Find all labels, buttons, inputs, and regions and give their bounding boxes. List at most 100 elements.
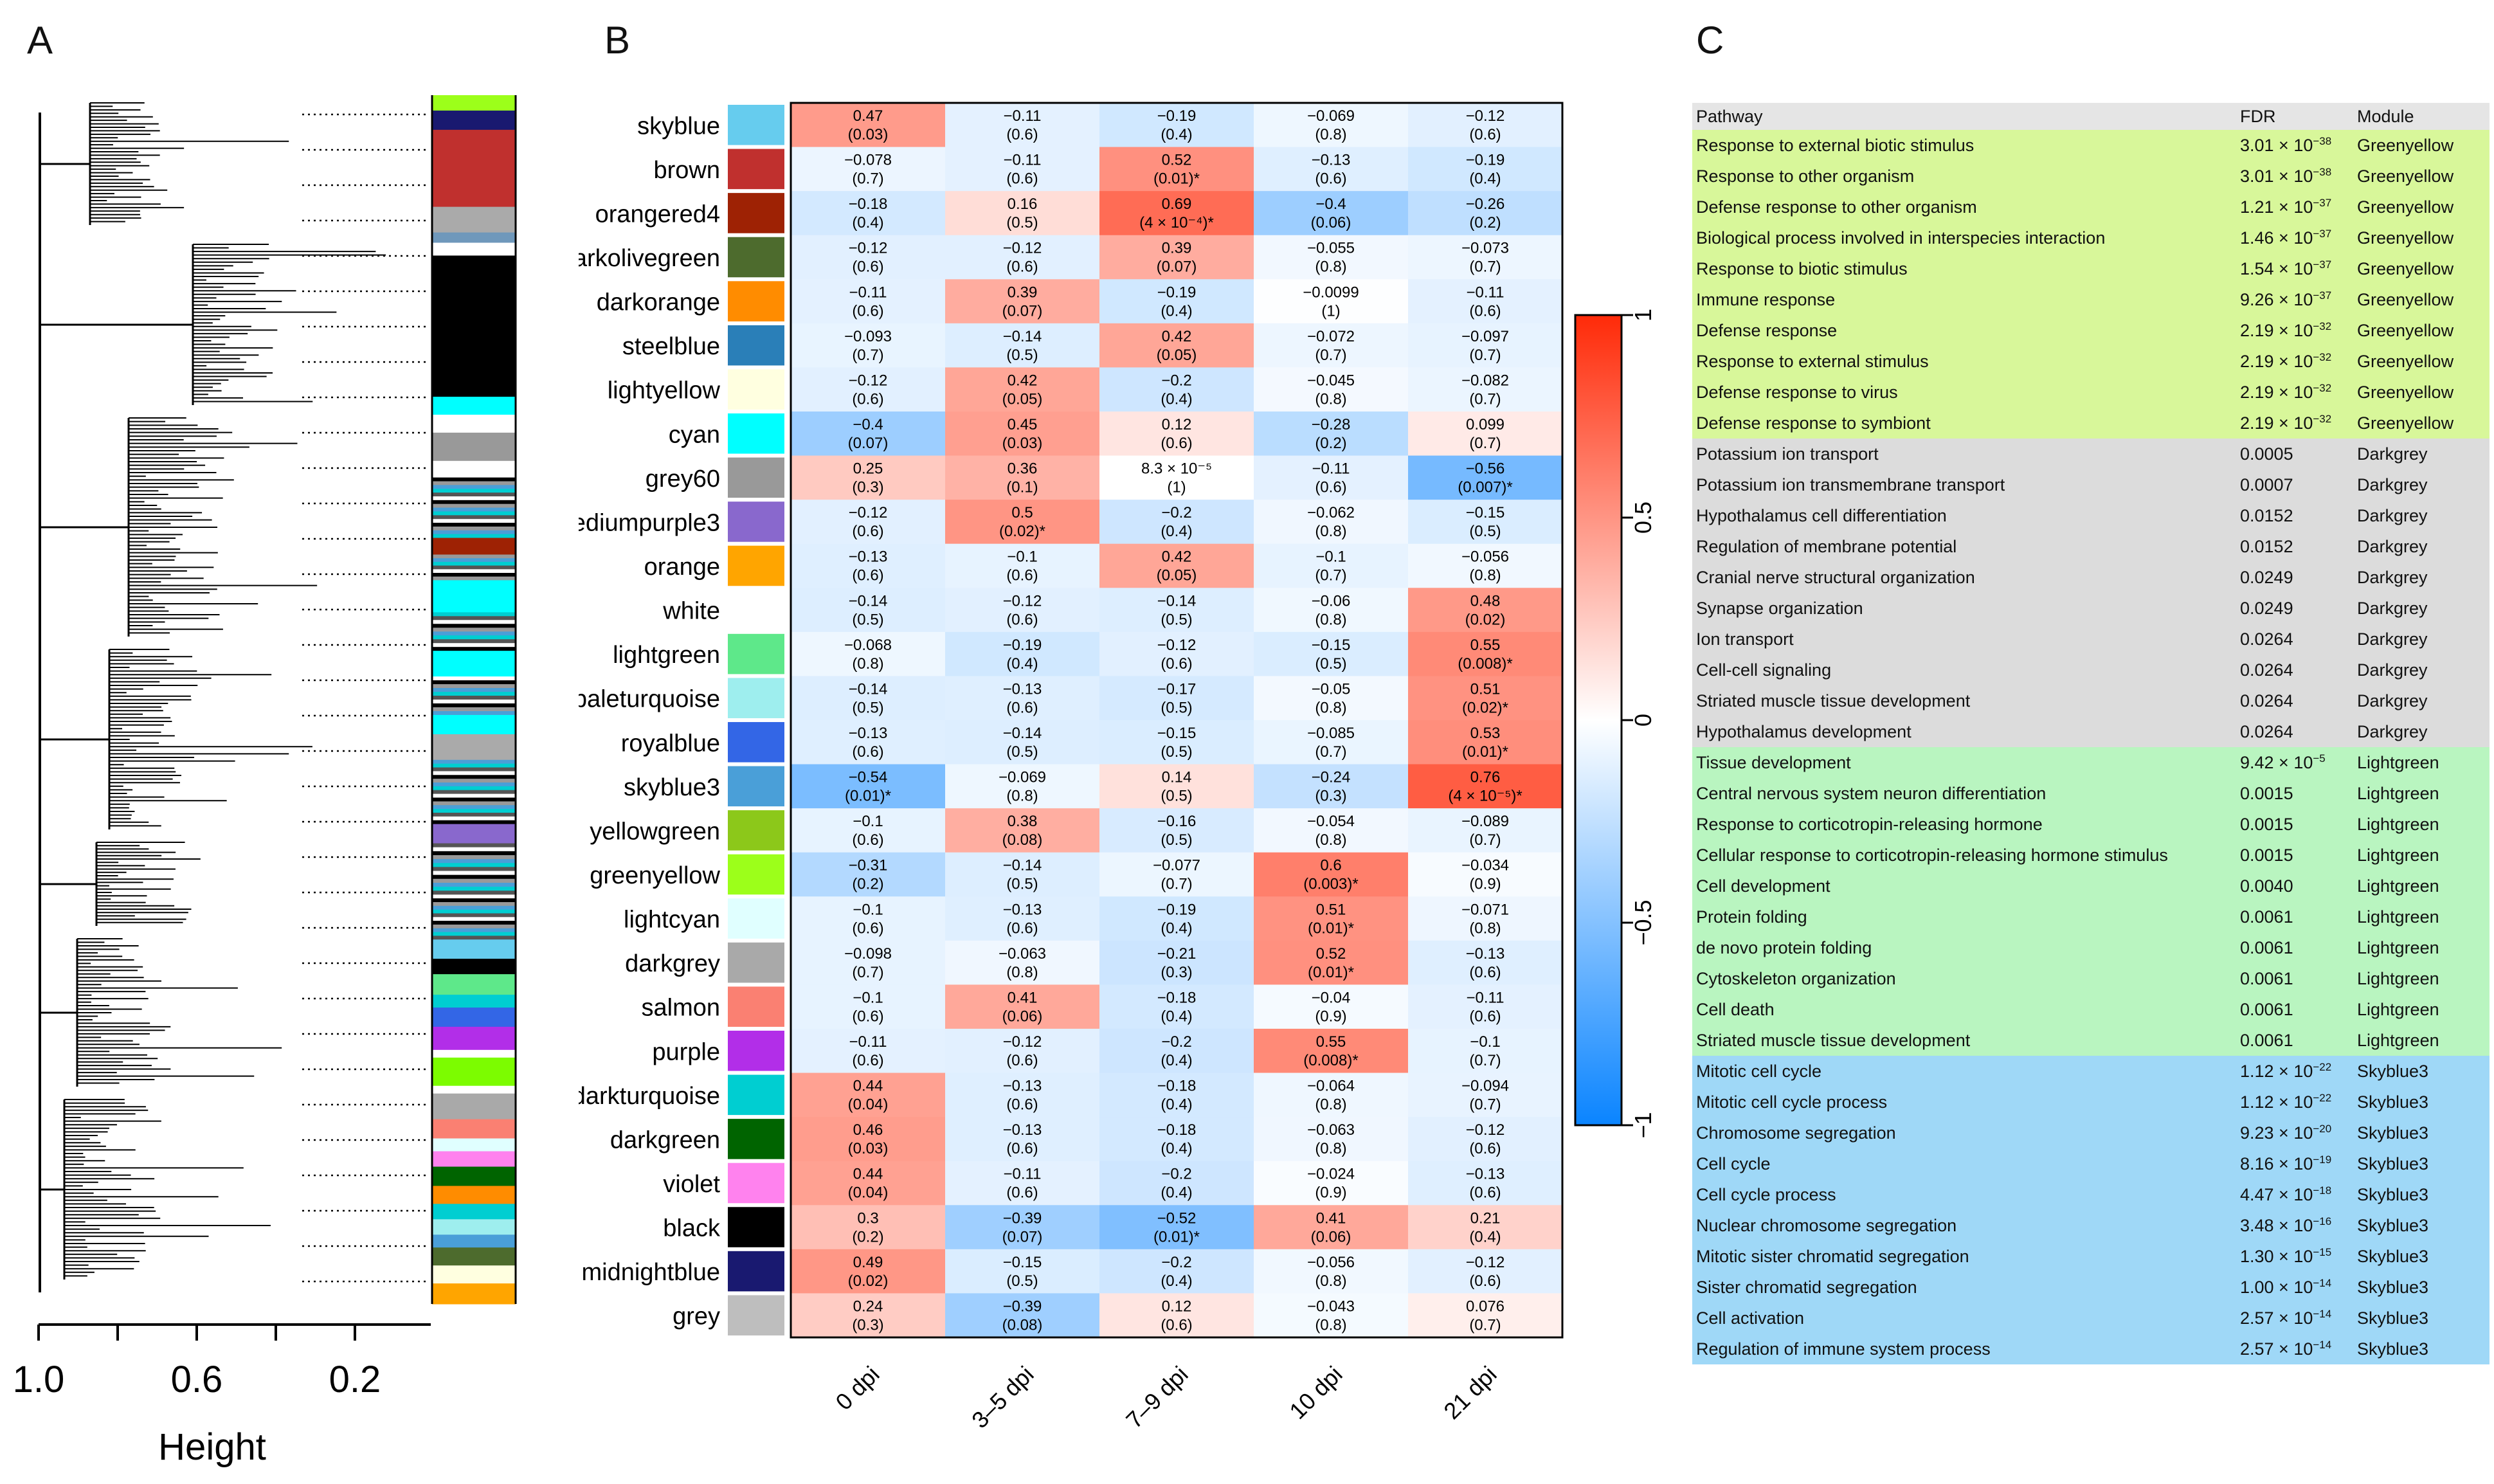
module-segment bbox=[432, 477, 516, 482]
cell-pvalue: (0.8) bbox=[1315, 523, 1346, 540]
cell-value: −0.31 bbox=[849, 857, 888, 874]
heatmap-cell bbox=[1099, 279, 1254, 324]
table-row: Protein folding 0.0061 Lightgreen bbox=[1692, 901, 2489, 932]
pathway-cell: Response to corticotropin-releasing horm… bbox=[1696, 814, 2043, 834]
cell-pvalue: (0.9) bbox=[1315, 1184, 1346, 1202]
cell-pvalue: (0.6) bbox=[852, 1052, 883, 1069]
heatmap-cell bbox=[945, 543, 1099, 588]
table-row: Central nervous system neuron differenti… bbox=[1692, 778, 2489, 809]
heatmap-cell bbox=[791, 984, 945, 1029]
cell-value: −0.19 bbox=[1466, 152, 1505, 169]
module-segment bbox=[432, 523, 516, 527]
module-cell: Skyblue3 bbox=[2357, 1123, 2429, 1143]
fdr-cell: 2.19 × 10−32 bbox=[2240, 382, 2332, 402]
heatmap-cell bbox=[945, 588, 1099, 633]
module-cell: Lightgreen bbox=[2357, 752, 2439, 772]
heatmap-cell bbox=[945, 455, 1099, 500]
heatmap-cell bbox=[1408, 588, 1562, 633]
cell-value: 0.39 bbox=[1162, 240, 1192, 257]
cell-value: −0.4 bbox=[853, 416, 883, 433]
cell-value: 0.076 bbox=[1466, 1298, 1505, 1315]
cell-pvalue: (0.5) bbox=[1006, 743, 1038, 761]
cell-pvalue: (0.6) bbox=[1006, 1052, 1038, 1069]
cell-pvalue: (0.6) bbox=[1315, 479, 1346, 496]
timepoint-label: 0 dpi bbox=[830, 1361, 884, 1415]
fdr-exponent: −20 bbox=[2313, 1123, 2332, 1135]
cell-value: −0.18 bbox=[1157, 1121, 1197, 1139]
cell-value: 0.12 bbox=[1162, 1298, 1192, 1315]
module-label: brown bbox=[654, 157, 721, 184]
heatmap-cell bbox=[1254, 719, 1408, 765]
cell-pvalue: (0.5) bbox=[1315, 655, 1346, 673]
heatmap-cell bbox=[1099, 764, 1254, 809]
cell-value: −0.21 bbox=[1157, 945, 1197, 963]
module-swatch bbox=[728, 766, 784, 807]
module-segment bbox=[432, 414, 516, 433]
pathway-cell: Chromosome segregation bbox=[1696, 1123, 1896, 1143]
cell-value: −0.18 bbox=[1157, 989, 1197, 1006]
module-segment bbox=[432, 500, 516, 505]
cell-value: −0.093 bbox=[844, 328, 892, 345]
module-segment bbox=[432, 684, 516, 689]
module-segment bbox=[432, 891, 516, 895]
header-fdr: FDR bbox=[2236, 103, 2353, 130]
cell-value: −0.11 bbox=[1467, 989, 1505, 1006]
module-segment bbox=[432, 612, 516, 617]
module-cell: Greenyellow bbox=[2357, 289, 2454, 309]
module-cell: Lightgreen bbox=[2357, 783, 2439, 803]
fdr-cell: 0.0249 bbox=[2240, 598, 2293, 618]
fdr-cell: 2.19 × 10−32 bbox=[2240, 320, 2332, 340]
cell-value: −0.14 bbox=[849, 592, 888, 610]
module-color-bar bbox=[431, 95, 517, 1305]
pathway-cell: Ion transport bbox=[1696, 629, 1794, 649]
module-label: mediumpurple3 bbox=[579, 509, 720, 536]
cell-pvalue: (0.7) bbox=[852, 170, 883, 188]
cell-value: 0.42 bbox=[1162, 328, 1192, 345]
cell-value: −0.14 bbox=[1003, 328, 1042, 345]
module-segment bbox=[432, 1093, 516, 1120]
module-swatch bbox=[728, 986, 784, 1027]
module-segment bbox=[432, 1138, 516, 1152]
table-row: Defense response to other organism 1.21 ×… bbox=[1692, 192, 2489, 222]
header-pathway: Pathway bbox=[1692, 103, 2236, 130]
cell-pvalue: (0.6) bbox=[1161, 1316, 1192, 1334]
module-swatch bbox=[728, 281, 784, 321]
cell-value: −0.12 bbox=[849, 240, 888, 257]
heatmap-cell bbox=[791, 631, 945, 676]
module-segment bbox=[432, 1166, 516, 1186]
heatmap-cell bbox=[1408, 543, 1562, 588]
heatmap-cell bbox=[1408, 411, 1562, 457]
pathway-cell: Protein folding bbox=[1696, 907, 1807, 927]
module-segment bbox=[432, 771, 516, 775]
pathway-cell: Cell cycle process bbox=[1696, 1184, 1836, 1204]
table-row: Defense response to symbiont 2.19 × 10−32… bbox=[1692, 408, 2489, 439]
pathway-cell: Regulation of immune system process bbox=[1696, 1339, 1991, 1359]
table-row: Cranial nerve structural organization 0.0… bbox=[1692, 562, 2489, 593]
heatmap-cell bbox=[791, 103, 945, 148]
module-segment bbox=[432, 460, 516, 475]
heatmap-cell bbox=[1408, 1249, 1562, 1294]
cell-value: −0.064 bbox=[1307, 1078, 1355, 1095]
cell-pvalue: (0.5) bbox=[1006, 347, 1038, 364]
fdr-cell: 1.12 × 10−22 bbox=[2240, 1092, 2332, 1112]
fdr-cell: 0.0007 bbox=[2240, 475, 2293, 494]
cell-value: −0.043 bbox=[1307, 1298, 1355, 1315]
module-segment bbox=[432, 786, 516, 791]
cell-value: −0.1 bbox=[853, 989, 883, 1006]
cell-value: −0.12 bbox=[1466, 1121, 1505, 1139]
heatmap-cell bbox=[791, 455, 945, 500]
cell-pvalue: (0.8) bbox=[1469, 919, 1501, 937]
pathway-cell: Striated muscle tissue development bbox=[1696, 1030, 1971, 1050]
module-cell: Lightgreen bbox=[2357, 907, 2439, 927]
legend-colorbar bbox=[1574, 314, 1623, 1127]
module-segment bbox=[432, 485, 516, 489]
cell-value: −0.063 bbox=[1307, 1121, 1355, 1139]
heatmap-cell bbox=[791, 191, 945, 236]
module-segment bbox=[432, 232, 516, 244]
fdr-cell: 0.0061 bbox=[2240, 907, 2293, 927]
module-label: lightgreen bbox=[613, 642, 720, 669]
module-label: darkturquoise bbox=[579, 1083, 720, 1110]
cell-value: 0.47 bbox=[853, 107, 883, 125]
heatmap-cell bbox=[1099, 1293, 1254, 1338]
heatmap-cell bbox=[791, 808, 945, 853]
